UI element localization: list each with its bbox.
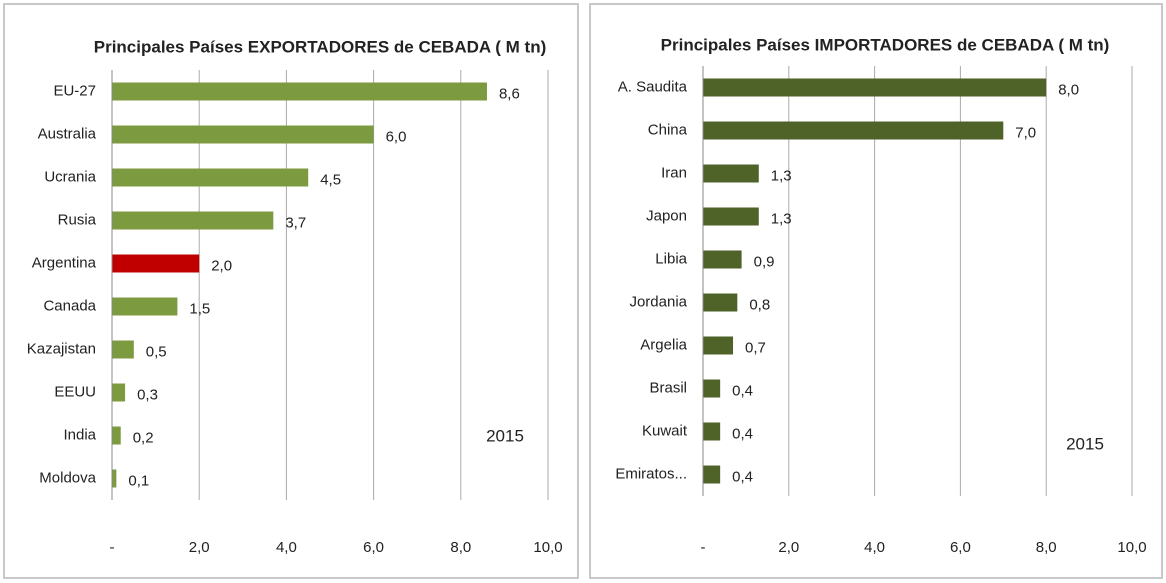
x-tick-label: 6,0 xyxy=(950,539,971,556)
y-tick-label: Canada xyxy=(43,297,96,314)
y-tick-label: Australia xyxy=(38,125,97,142)
bar xyxy=(703,336,734,355)
x-tick-label: 4,0 xyxy=(276,539,297,556)
y-tick-label: Emiratos... xyxy=(615,465,687,482)
value-label: 7,0 xyxy=(1015,124,1036,141)
y-tick-label: Kazajistan xyxy=(27,340,96,357)
bar xyxy=(703,164,759,183)
y-tick-label: India xyxy=(63,426,96,443)
chart-title: Principales Países EXPORTADORES de CEBAD… xyxy=(94,37,546,56)
value-label: 8,6 xyxy=(499,85,520,102)
x-tick-label: 2,0 xyxy=(778,539,799,556)
bar xyxy=(703,293,738,312)
bar xyxy=(703,422,721,441)
y-tick-label: Rusia xyxy=(58,211,97,228)
bar xyxy=(112,426,121,445)
value-label: 0,5 xyxy=(146,343,167,360)
value-label: 1,3 xyxy=(771,210,792,227)
y-tick-label: Libia xyxy=(655,250,687,267)
x-tick-label: - xyxy=(110,539,115,556)
value-label: 6,0 xyxy=(386,128,407,145)
chart-title: Principales Países IMPORTADORES de CEBAD… xyxy=(661,35,1110,54)
value-label: 0,4 xyxy=(732,468,753,485)
value-label: 0,4 xyxy=(732,382,753,399)
bar xyxy=(703,207,759,226)
x-tick-label: 10,0 xyxy=(533,539,562,556)
y-tick-label: Brasil xyxy=(649,379,687,396)
value-label: 0,9 xyxy=(754,253,775,270)
y-tick-label: A. Saudita xyxy=(618,78,688,95)
value-label: 8,0 xyxy=(1058,81,1079,98)
x-tick-label: 6,0 xyxy=(363,539,384,556)
value-label: 1,5 xyxy=(189,300,210,317)
value-label: 0,4 xyxy=(732,425,753,442)
value-label: 3,7 xyxy=(285,214,306,231)
y-tick-label: Jordania xyxy=(629,293,687,310)
value-label: 0,7 xyxy=(745,339,766,356)
y-tick-label: EEUU xyxy=(54,383,96,400)
value-label: 0,2 xyxy=(133,429,154,446)
bar xyxy=(703,465,721,484)
y-tick-label: Kuwait xyxy=(642,422,688,439)
value-label: 1,3 xyxy=(771,167,792,184)
x-tick-label: 10,0 xyxy=(1117,539,1146,556)
bar xyxy=(112,340,134,359)
y-tick-label: Moldova xyxy=(39,469,96,486)
annotation: 2015 xyxy=(1066,434,1104,453)
bar xyxy=(703,250,742,269)
value-label: 2,0 xyxy=(211,257,232,274)
bar xyxy=(112,211,274,230)
y-tick-label: Argelia xyxy=(640,336,687,353)
x-tick-label: 8,0 xyxy=(1036,539,1057,556)
x-tick-label: 8,0 xyxy=(450,539,471,556)
y-tick-label: Japon xyxy=(646,207,687,224)
x-tick-label: 4,0 xyxy=(864,539,885,556)
bar xyxy=(112,297,178,316)
value-label: 0,1 xyxy=(128,472,149,489)
annotation: 2015 xyxy=(486,426,524,445)
value-label: 0,3 xyxy=(137,386,158,403)
bar xyxy=(112,469,117,488)
bar xyxy=(703,379,721,398)
bar xyxy=(112,82,487,101)
bar xyxy=(112,125,374,144)
x-tick-label: - xyxy=(701,539,706,556)
y-tick-label: Iran xyxy=(661,164,687,181)
bar xyxy=(112,383,126,402)
x-tick-label: 2,0 xyxy=(189,539,210,556)
y-tick-label: EU-27 xyxy=(53,82,96,99)
bar xyxy=(112,168,309,187)
bar xyxy=(703,121,1004,140)
panel xyxy=(589,3,1163,579)
bar xyxy=(112,254,200,273)
y-tick-label: China xyxy=(648,121,688,138)
y-tick-label: Ucrania xyxy=(44,168,96,185)
value-label: 4,5 xyxy=(320,171,341,188)
bar xyxy=(703,78,1047,97)
value-label: 0,8 xyxy=(749,296,770,313)
y-tick-label: Argentina xyxy=(32,254,97,271)
